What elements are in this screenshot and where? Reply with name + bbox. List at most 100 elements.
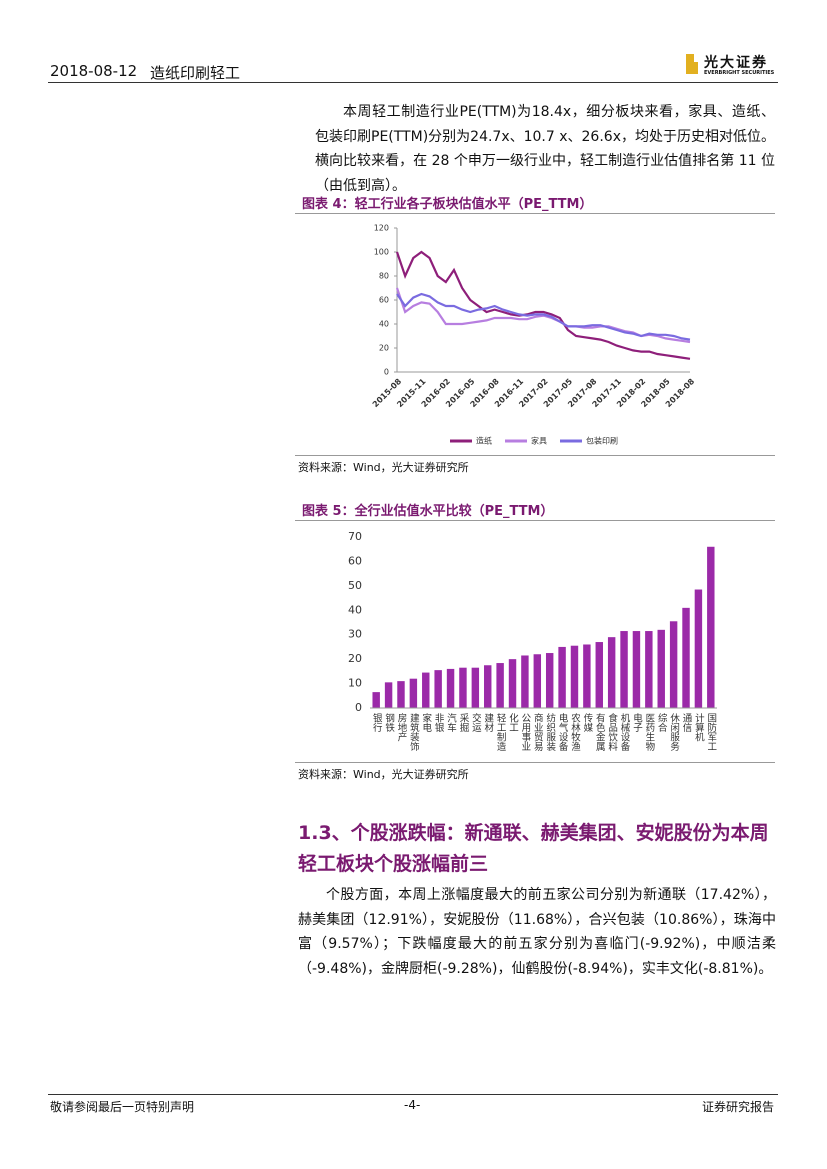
- bar: [583, 644, 591, 708]
- bar: [657, 629, 665, 708]
- bar: [694, 589, 703, 708]
- x-tick-label: 商业贸易: [532, 712, 544, 752]
- page-number: -4-: [404, 1098, 421, 1112]
- x-tick-label: 计算机: [693, 712, 705, 742]
- x-tick-label: 农林牧渔: [569, 712, 581, 751]
- x-tick-label: 公用事业: [519, 713, 531, 751]
- x-tick-label: 国防军工: [705, 713, 717, 751]
- y-tick-label: 60: [348, 554, 362, 567]
- bar: [384, 682, 393, 708]
- x-tick-label: 化工: [507, 712, 519, 732]
- x-tick-label: 电气设备: [557, 712, 569, 752]
- y-tick-label: 50: [348, 579, 362, 592]
- y-tick-label: 20: [348, 652, 362, 665]
- x-tick-label: 医药生物: [643, 713, 655, 752]
- section-heading: 1.3、个股涨跌幅：新通联、赫美集团、安妮股份为本周轻工板块个股涨幅前三: [298, 822, 769, 875]
- footer-rule: [48, 1094, 778, 1095]
- bar: [682, 607, 690, 708]
- x-tick-label: 通信: [681, 713, 693, 733]
- logo-en: EVERBRIGHT SECURITIES: [704, 70, 775, 76]
- bar: [397, 681, 405, 708]
- bar: [422, 672, 430, 708]
- figure-caption: 图表 4：轻工行业各子板块估值水平（PE_TTM）: [302, 197, 593, 212]
- figure-rule: [295, 520, 775, 521]
- bar: [484, 665, 492, 708]
- x-tick-label: 银行: [371, 712, 383, 733]
- chart: 0 10 20 30 40 50 60 70 银行 钢铁 房地产 建筑装饰 家电 非银 汽车 采掘 交运 建材 轻工…: [348, 530, 717, 752]
- y-tick-label: 120: [374, 224, 389, 233]
- x-tick-label: 食品饮料: [606, 712, 618, 752]
- footer-right: 证券研究报告: [702, 1100, 775, 1114]
- bar: [632, 631, 641, 708]
- x-tick-label: 综合: [656, 712, 668, 733]
- logo-icon: [686, 54, 698, 74]
- bar: [645, 631, 653, 708]
- paragraph: 个股方面，本周上涨幅度最大的前五家公司分别为新通联（17.42%），赫美集团（1…: [298, 887, 776, 977]
- header-section: 造纸印刷轻工: [150, 64, 241, 82]
- y-tick-label: 30: [348, 628, 362, 641]
- x-tick-label: 纺织服装: [544, 712, 556, 752]
- x-tick-label: 采掘: [457, 713, 469, 733]
- x-tick-label: 汽车: [445, 712, 457, 733]
- paragraph: 本周轻工制造行业PE(TTM)为18.4x，细分板块来看，家具、造纸、包装印刷P…: [315, 104, 775, 194]
- legend-label: 包装印刷: [586, 436, 618, 446]
- legend-label: 家具: [531, 436, 547, 446]
- bar: [459, 667, 467, 708]
- bar: [508, 659, 517, 708]
- figure-caption: 图表 5：全行业估值水平比较（PE_TTM）: [302, 504, 554, 519]
- bar: [471, 667, 480, 708]
- figure-source: 资料来源：Wind，光大证券研究所: [298, 461, 469, 474]
- figure-rule: [295, 455, 775, 456]
- y-tick-label: 0: [355, 701, 362, 714]
- x-tick-label: 机械设备: [619, 712, 631, 752]
- bar: [446, 668, 455, 708]
- legend-label: 造纸: [476, 436, 492, 446]
- figure-rule: [295, 762, 775, 763]
- x-tick-label: 传媒: [581, 712, 593, 733]
- logo-cn: 光大证券: [704, 55, 768, 71]
- y-tick-label: 10: [348, 677, 362, 690]
- bar: [434, 670, 442, 708]
- y-tick-label: 80: [379, 272, 389, 281]
- x-tick-label: 建筑装饰: [408, 712, 420, 752]
- bar: [669, 621, 678, 708]
- header-rule: [48, 82, 778, 83]
- y-tick-label: 100: [374, 248, 389, 257]
- series-line: [395, 250, 691, 360]
- y-tick-label: 20: [379, 344, 389, 353]
- x-tick-label: 轻工制造: [495, 712, 507, 752]
- x-tick-label: 交运: [470, 712, 482, 733]
- bar: [620, 631, 628, 708]
- x-tick-label: 休闲服务: [668, 712, 680, 752]
- y-tick-label: 40: [379, 320, 389, 329]
- bar: [545, 653, 554, 708]
- bar: [372, 692, 380, 708]
- bar: [570, 645, 579, 708]
- x-tick-label: 建材: [482, 712, 494, 732]
- bar: [521, 655, 529, 708]
- bar: [595, 642, 603, 708]
- bar: [409, 678, 418, 708]
- header-date: 2018-08-12: [50, 62, 138, 80]
- y-tick-label: 0: [384, 368, 389, 377]
- x-tick-label: 房地产: [395, 712, 407, 742]
- bar: [707, 546, 715, 708]
- bar: [496, 663, 504, 708]
- bar: [558, 646, 566, 708]
- bar: [533, 654, 542, 708]
- chart: 0204060801001202015-082015-112016-022016…: [371, 224, 697, 446]
- series-line: [396, 292, 691, 341]
- figure-rule: [295, 213, 775, 214]
- x-tick-label: 非银: [433, 712, 445, 733]
- x-tick-label: 钢铁: [383, 712, 395, 733]
- y-tick-label: 60: [379, 296, 389, 305]
- bar: [607, 637, 616, 708]
- figure-source: 资料来源：Wind，光大证券研究所: [298, 768, 469, 781]
- x-tick-label: 有色金属: [594, 712, 606, 752]
- footer-left: 敬请参阅最后一页特别声明: [50, 1100, 195, 1114]
- x-tick-label: 电子: [631, 712, 643, 732]
- y-tick-label: 70: [348, 530, 362, 543]
- x-tick-label: 家电: [420, 712, 432, 732]
- y-tick-label: 40: [348, 603, 362, 616]
